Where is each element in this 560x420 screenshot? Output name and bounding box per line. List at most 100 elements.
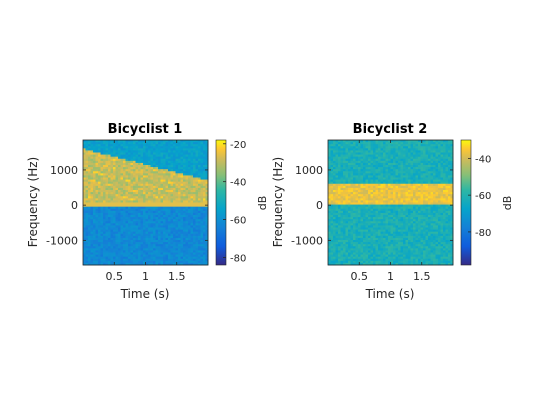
- heatmap-cell: [383, 254, 386, 258]
- heatmap-cell: [113, 242, 116, 245]
- heatmap-cell: [113, 144, 116, 147]
- heatmap-cell: [160, 171, 164, 174]
- heatmap-cell: [120, 242, 124, 245]
- heatmap-cell: [403, 210, 406, 214]
- heatmap-cell: [198, 173, 201, 176]
- heatmap-cell: [328, 223, 331, 226]
- heatmap-cell: [348, 221, 351, 224]
- heatmap-cell: [143, 192, 146, 195]
- heatmap-cell: [165, 258, 169, 262]
- heatmap-cell: [115, 177, 119, 180]
- heatmap-cell: [175, 175, 179, 178]
- heatmap-cell: [83, 175, 86, 178]
- heatmap-cell: [383, 252, 386, 255]
- heatmap-cell: [383, 192, 386, 195]
- heatmap-cell: [188, 162, 191, 166]
- heatmap-cell: [405, 158, 409, 162]
- heatmap-cell: [198, 158, 201, 162]
- heatmap-cell: [170, 225, 174, 228]
- heatmap-cell: [183, 167, 186, 170]
- heatmap-cell: [153, 160, 156, 164]
- heatmap-cell: [123, 229, 126, 233]
- heatmap-cell: [193, 204, 196, 208]
- heatmap-cell: [88, 215, 91, 218]
- heatmap-cell: [360, 181, 364, 185]
- heatmap-cell: [115, 246, 119, 249]
- heatmap-cell: [183, 198, 186, 201]
- heatmap-cell: [155, 144, 159, 147]
- heatmap-cell: [363, 179, 366, 183]
- heatmap-cell: [193, 219, 196, 222]
- heatmap-cell: [398, 144, 401, 147]
- heatmap-cell: [360, 212, 364, 216]
- heatmap-cell: [203, 217, 206, 220]
- heatmap-cell: [185, 152, 189, 155]
- heatmap-cell: [100, 223, 104, 226]
- heatmap-cell: [390, 256, 394, 260]
- heatmap-cell: [393, 175, 396, 178]
- heatmap-cell: [363, 221, 366, 224]
- heatmap-cell: [393, 237, 396, 241]
- heatmap-cell: [365, 244, 369, 247]
- heatmap-cell: [83, 171, 86, 174]
- heatmap-cell: [140, 160, 144, 164]
- heatmap-cell: [403, 177, 406, 180]
- heatmap-cell: [378, 162, 381, 166]
- heatmap-cell: [178, 217, 181, 220]
- heatmap-cell: [105, 144, 109, 147]
- heatmap-cell: [343, 248, 346, 251]
- heatmap-cell: [378, 206, 381, 210]
- heatmap-cell: [110, 156, 114, 160]
- heatmap-cell: [165, 146, 169, 149]
- heatmap-cell: [138, 250, 141, 253]
- heatmap-cell: [115, 219, 119, 222]
- heatmap-cell: [158, 227, 161, 230]
- heatmap-cell: [128, 227, 131, 230]
- heatmap-cell: [83, 231, 86, 235]
- heatmap-cell: [198, 140, 201, 143]
- heatmap-cell: [100, 156, 104, 160]
- heatmap-cell: [108, 152, 111, 155]
- heatmap-cell: [358, 231, 361, 235]
- heatmap-cell: [165, 181, 169, 185]
- heatmap-cell: [345, 227, 349, 230]
- heatmap-cell: [145, 262, 149, 266]
- heatmap-cell: [383, 167, 386, 170]
- heatmap-cell: [83, 254, 86, 258]
- heatmap-cell: [83, 217, 86, 220]
- heatmap-cell: [408, 198, 411, 201]
- heatmap-cell: [388, 154, 391, 158]
- heatmap-cell: [115, 252, 119, 255]
- heatmap-cell: [373, 256, 376, 260]
- heatmap-cell: [398, 215, 401, 218]
- heatmap-cell: [168, 175, 171, 178]
- heatmap-cell: [95, 229, 99, 233]
- heatmap-cell: [153, 208, 156, 212]
- heatmap-cell: [165, 144, 169, 147]
- heatmap-cell: [338, 140, 341, 143]
- heatmap-cell: [403, 198, 406, 201]
- heatmap-cell: [88, 146, 91, 149]
- heatmap-cell: [400, 142, 404, 145]
- heatmap-cell: [340, 258, 344, 262]
- heatmap-cell: [368, 165, 371, 168]
- heatmap-cell: [350, 210, 354, 214]
- heatmap-cell: [333, 225, 336, 228]
- heatmap-cell: [135, 152, 139, 155]
- heatmap-cell: [95, 248, 99, 251]
- heatmap-cell: [193, 181, 196, 185]
- heatmap-cell: [93, 252, 96, 255]
- heatmap-cell: [380, 225, 384, 228]
- heatmap-cell: [83, 235, 86, 239]
- heatmap-cell: [113, 227, 116, 230]
- heatmap-cell: [363, 169, 366, 172]
- heatmap-cell: [200, 148, 204, 151]
- heatmap-cell: [333, 212, 336, 216]
- heatmap-cell: [113, 181, 116, 185]
- heatmap-cell: [395, 204, 399, 208]
- heatmap-cell: [168, 206, 171, 210]
- heatmap-cell: [385, 187, 389, 191]
- heatmap-cell: [188, 242, 191, 245]
- heatmap-cell: [380, 198, 384, 201]
- heatmap-cell: [90, 208, 94, 212]
